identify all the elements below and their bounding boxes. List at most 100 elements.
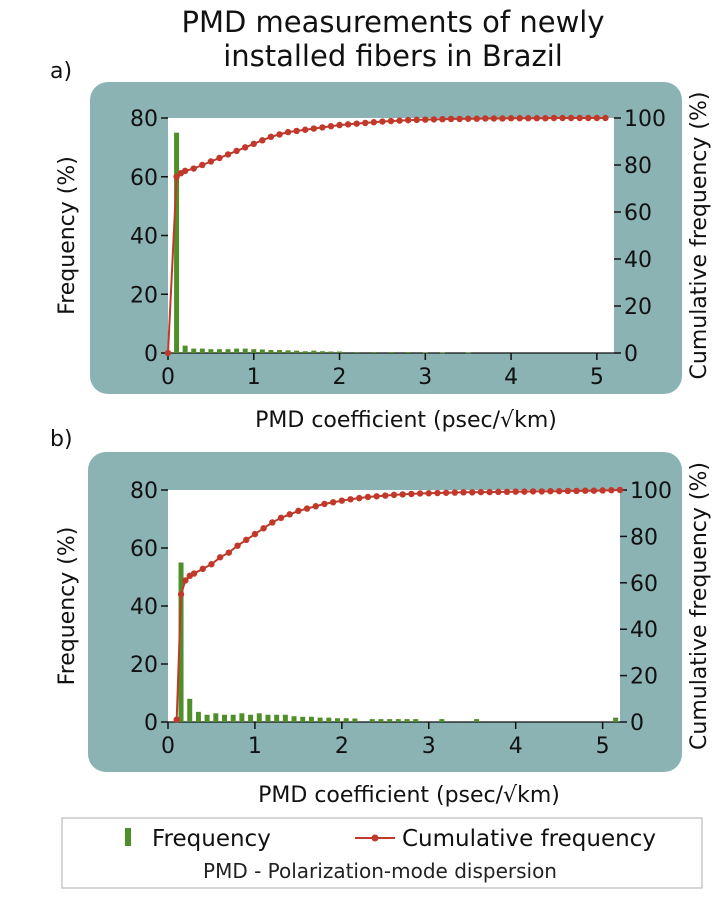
y-tick-label: 20 bbox=[130, 653, 158, 678]
cumulative-frequency-point bbox=[327, 123, 335, 130]
cumulative-frequency-point bbox=[387, 117, 395, 125]
chart-title-line2: installed fibers in Brazil bbox=[223, 39, 563, 73]
x-tick-label: 5 bbox=[596, 734, 610, 759]
frequency-bar bbox=[300, 716, 306, 722]
cumulative-frequency-point bbox=[250, 140, 257, 148]
cumulative-frequency-point bbox=[225, 549, 233, 556]
panel-b: b) 0 20 40 60 80 0 20 40 60 80 100 0 1 2 3 4 5 PMD coeffic… bbox=[50, 427, 712, 808]
cumulative-frequency-point bbox=[338, 497, 346, 504]
cumulative-frequency-point bbox=[182, 577, 189, 584]
frequency-bar bbox=[285, 350, 291, 353]
y-tick-label: 0 bbox=[144, 711, 158, 736]
cumulative-frequency-point bbox=[451, 489, 459, 496]
frequency-bar bbox=[277, 350, 282, 353]
frequency-bar bbox=[213, 713, 219, 722]
cumulative-frequency-point bbox=[379, 118, 386, 125]
frequency-bar bbox=[187, 698, 193, 722]
cumulative-frequency-point bbox=[422, 116, 429, 123]
y-axis-label: Frequency (%) bbox=[55, 527, 80, 686]
cumulative-frequency-point bbox=[425, 490, 432, 497]
frequency-bar bbox=[335, 718, 340, 722]
x-axis-label: PMD coefficient (psec/√km) bbox=[255, 408, 557, 433]
plot-area bbox=[168, 490, 620, 722]
y-tick-label: 60 bbox=[130, 537, 158, 562]
cumulative-frequency-point bbox=[190, 165, 197, 172]
frequency-bar bbox=[191, 348, 197, 353]
cumulative-frequency-point bbox=[555, 487, 563, 495]
panel-a: a) 0 20 40 60 80 0 20 40 60 80 100 0 1 2 3 4 5 PMD coeffic… bbox=[50, 59, 712, 433]
cumulative-frequency-point bbox=[456, 115, 463, 123]
cumulative-frequency-point bbox=[608, 487, 615, 494]
cumulative-frequency-point bbox=[599, 487, 606, 494]
cumulative-frequency-point bbox=[490, 115, 498, 122]
cumulative-frequency-point bbox=[404, 116, 412, 124]
cumulative-frequency-point bbox=[234, 542, 241, 549]
frequency-bar bbox=[308, 716, 314, 722]
y2-tick-label: 0 bbox=[630, 711, 644, 736]
cumulative-frequency-point bbox=[434, 489, 441, 497]
y2-tick-label: 20 bbox=[624, 295, 652, 320]
y2-tick-label: 20 bbox=[630, 665, 658, 690]
cumulative-frequency-point bbox=[302, 126, 309, 133]
frequency-bar bbox=[319, 351, 325, 353]
cumulative-frequency-point bbox=[602, 114, 609, 122]
x-tick-label: 5 bbox=[590, 365, 604, 390]
frequency-bar bbox=[343, 718, 349, 722]
y2-tick-label: 80 bbox=[630, 525, 658, 550]
plot-area bbox=[168, 118, 614, 353]
frequency-bar bbox=[395, 719, 401, 722]
cumulative-frequency-point bbox=[533, 115, 541, 122]
frequency-bar bbox=[354, 352, 360, 353]
y-tick-label: 0 bbox=[144, 342, 158, 367]
cumulative-frequency-point bbox=[477, 488, 485, 496]
frequency-bar bbox=[439, 719, 445, 722]
cumulative-frequency-point bbox=[353, 120, 360, 127]
frequency-bar bbox=[326, 717, 332, 722]
panel-label: b) bbox=[50, 427, 73, 452]
cumulative-frequency-point bbox=[269, 519, 276, 526]
x-tick-label: 4 bbox=[504, 365, 518, 390]
frequency-bar bbox=[413, 719, 419, 722]
cumulative-frequency-point bbox=[241, 144, 249, 151]
cumulative-frequency-point bbox=[259, 137, 266, 144]
frequency-bar bbox=[222, 714, 227, 722]
y-tick-label: 20 bbox=[130, 283, 158, 308]
frequency-bar bbox=[439, 352, 445, 354]
frequency-bar bbox=[248, 714, 254, 722]
cumulative-frequency-point bbox=[590, 487, 598, 494]
cumulative-frequency-point bbox=[550, 114, 558, 122]
cumulative-frequency-point bbox=[373, 493, 380, 500]
frequency-bar bbox=[199, 348, 205, 353]
frequency-bar bbox=[282, 714, 288, 722]
cumulative-frequency-point bbox=[447, 115, 455, 123]
x-tick-label: 3 bbox=[422, 734, 436, 759]
chart-title-line1: PMD measurements of newly bbox=[181, 5, 604, 39]
cumulative-frequency-point bbox=[542, 115, 549, 122]
x-tick-label: 0 bbox=[161, 734, 175, 759]
y-tick-label: 80 bbox=[130, 479, 158, 504]
cumulative-frequency-point bbox=[177, 591, 185, 598]
y2-tick-label: 0 bbox=[624, 342, 638, 367]
cumulative-frequency-point bbox=[413, 116, 420, 124]
frequency-bar bbox=[234, 348, 240, 353]
cumulative-frequency-point bbox=[276, 131, 283, 138]
cumulative-frequency-point bbox=[486, 488, 493, 496]
frequency-bar bbox=[352, 718, 358, 722]
x-tick-label: 1 bbox=[248, 734, 262, 759]
frequency-bar bbox=[404, 719, 410, 722]
frequency-bar bbox=[204, 714, 210, 722]
cumulative-frequency-point bbox=[507, 115, 515, 122]
cumulative-frequency-point bbox=[582, 487, 589, 494]
cumulative-frequency-point bbox=[233, 147, 240, 155]
y2-axis-label: Cumulative frequency (%) bbox=[687, 92, 712, 380]
frequency-bar bbox=[405, 352, 411, 353]
x-tick-label: 3 bbox=[418, 365, 432, 390]
frequency-bar bbox=[239, 713, 245, 722]
frequency-bar bbox=[613, 717, 619, 722]
x-tick-label: 2 bbox=[333, 365, 347, 390]
cumulative-frequency-point bbox=[312, 503, 319, 510]
cumulative-frequency-point bbox=[173, 716, 180, 723]
cumulative-frequency-point bbox=[469, 489, 476, 496]
frequency-bar bbox=[174, 132, 180, 353]
